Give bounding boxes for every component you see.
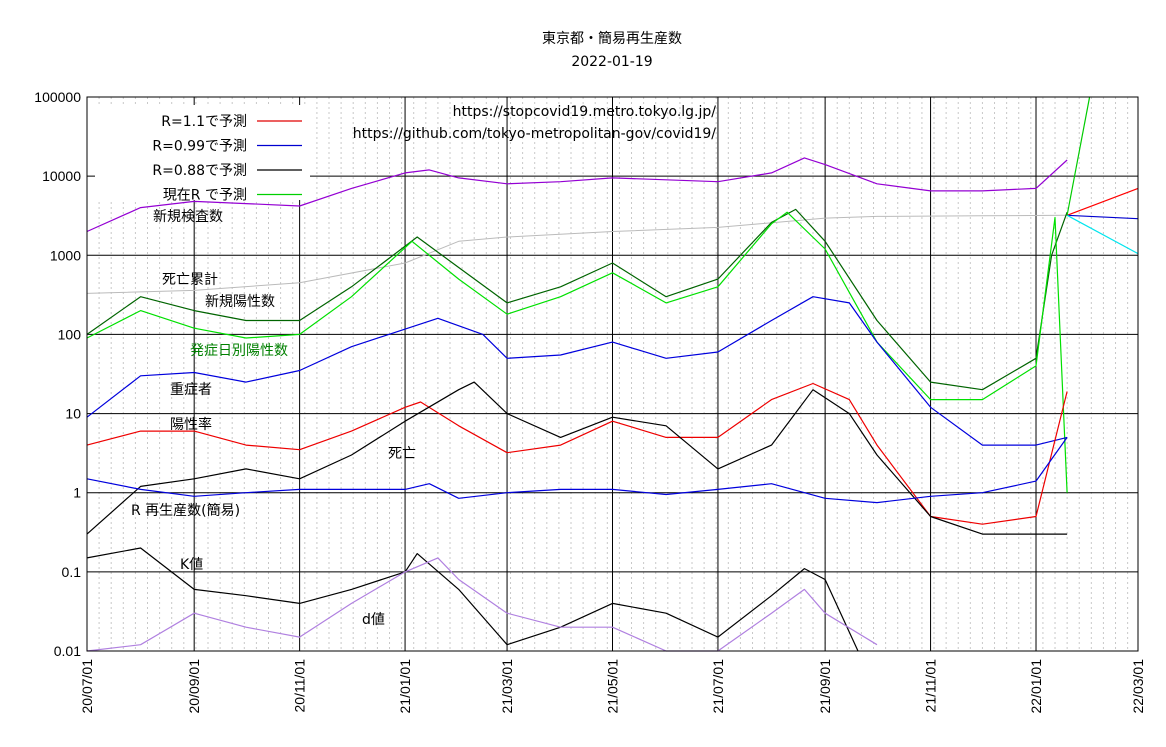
- series-line: [86, 208, 1068, 391]
- source-url-1: https://stopcovid19.metro.tokyo.lg.jp/: [453, 104, 717, 120]
- series-line: [86, 211, 1068, 493]
- chart-title: 東京都・簡易再生産数: [542, 31, 682, 47]
- x-tick-label: 22/03/01: [1130, 659, 1146, 714]
- y-tick-label: 100: [58, 326, 82, 342]
- series-line: [1066, 96, 1091, 216]
- series-annotation: 新規検査数: [153, 209, 223, 225]
- x-tick-label: 21/01/01: [397, 659, 413, 714]
- legend-label: R=0.99で予測: [152, 139, 247, 155]
- legend-label: 現在R で予測: [163, 188, 247, 204]
- x-axis: 20/07/01 20/09/01 20/11/01 21/01/01 21/03/01…: [79, 659, 1146, 714]
- series-line: [86, 382, 1068, 525]
- plot-frame: [86, 96, 1139, 652]
- x-tick-label: 21/05/01: [605, 659, 621, 714]
- source-url-2: https://github.com/tokyo-metropolitan-go…: [353, 126, 717, 142]
- series-annotation: 発症日別陽性数: [190, 343, 288, 359]
- x-tick-label: 21/03/01: [499, 659, 515, 714]
- legend-label: R=1.1で予測: [161, 114, 247, 130]
- x-tick-label: 20/07/01: [79, 659, 95, 714]
- series-line: [1066, 187, 1139, 216]
- x-tick-label: 22/01/01: [1028, 659, 1044, 714]
- series-line: [86, 157, 1068, 233]
- series-annotation: d値: [362, 612, 385, 628]
- y-tick-label: 0.01: [54, 643, 81, 659]
- series-annotation: 重症者: [170, 382, 212, 398]
- series-line: [86, 547, 859, 652]
- series-line: [86, 381, 1068, 535]
- series-annotation: K値: [180, 557, 203, 573]
- series-line: [86, 296, 1068, 446]
- x-tick-label: 20/11/01: [292, 659, 308, 713]
- series-annotation: 死亡: [388, 446, 416, 462]
- x-tick-label: 20/09/01: [186, 659, 202, 714]
- series-line: [86, 437, 1068, 504]
- series-annotation: R 再生産数(簡易): [131, 503, 240, 519]
- y-tick-label: 100000: [34, 89, 81, 105]
- y-tick-label: 1000: [50, 247, 81, 263]
- series-line: [1066, 214, 1139, 255]
- y-tick-label: 10: [65, 406, 81, 422]
- x-tick-label: 21/09/01: [817, 659, 833, 714]
- series-annotation: 新規陽性数: [205, 294, 275, 310]
- series-annotation: 陽性率: [170, 416, 212, 433]
- legend-label: R=0.88で予測: [152, 163, 247, 179]
- series-line: [86, 557, 878, 652]
- x-tick-label: 21/11/01: [923, 659, 939, 713]
- series-line: [86, 214, 1068, 294]
- y-axis: 100000 10000 1000 100 10 1 0.1 0.01: [34, 89, 81, 659]
- chart-subtitle: 2022-01-19: [571, 54, 652, 70]
- x-tick-label: 21/07/01: [710, 659, 726, 714]
- grid: [86, 96, 1139, 652]
- plot-area: [86, 96, 1139, 652]
- series-line: [1067, 214, 1139, 220]
- series-annotation: 死亡累計: [162, 272, 218, 288]
- y-tick-label: 1: [73, 485, 81, 501]
- y-tick-label: 0.1: [62, 564, 82, 580]
- y-tick-label: 10000: [42, 168, 81, 184]
